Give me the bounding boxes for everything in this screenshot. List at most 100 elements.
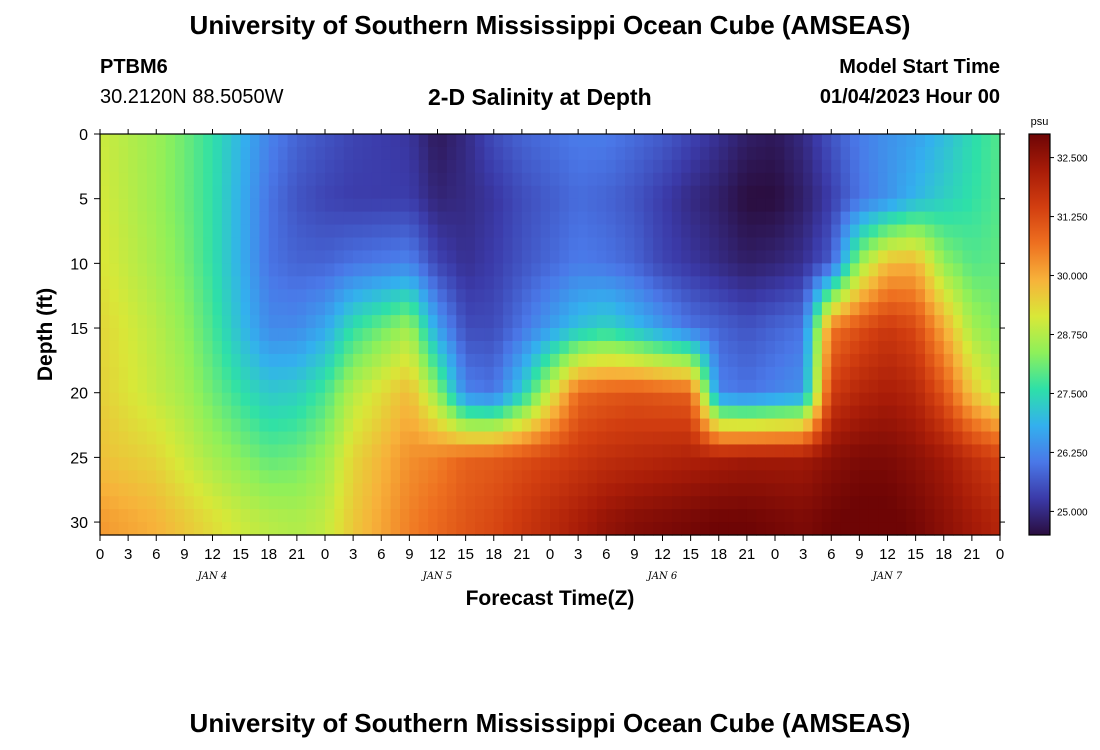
heatmap-cell bbox=[756, 457, 767, 471]
heatmap-cell bbox=[353, 444, 364, 458]
heatmap-cell bbox=[137, 198, 148, 213]
heatmap-cell bbox=[465, 198, 476, 213]
heatmap-cell bbox=[118, 392, 129, 407]
heatmap-cell bbox=[343, 340, 354, 355]
heatmap-cell bbox=[296, 340, 307, 355]
heatmap-cell bbox=[475, 237, 485, 252]
heatmap-cell bbox=[840, 509, 851, 523]
day-label: JAN 7 bbox=[871, 571, 903, 582]
heatmap-cell bbox=[840, 263, 851, 277]
heatmap-cell bbox=[400, 405, 410, 420]
heatmap-cell bbox=[493, 405, 504, 420]
heatmap-cell bbox=[409, 392, 420, 407]
heatmap-cell bbox=[325, 509, 335, 523]
heatmap-cell bbox=[625, 340, 635, 355]
heatmap-cell bbox=[962, 509, 973, 523]
heatmap-cell bbox=[756, 302, 767, 316]
heatmap-cell bbox=[915, 483, 926, 497]
heatmap-cell bbox=[437, 224, 448, 239]
heatmap-cell bbox=[728, 328, 739, 342]
heatmap-cell bbox=[250, 172, 260, 187]
heatmap-cell bbox=[100, 302, 110, 316]
heatmap-cell bbox=[475, 405, 485, 420]
heatmap-cell bbox=[203, 444, 214, 458]
heatmap-cell bbox=[625, 159, 635, 174]
heatmap-cell bbox=[475, 224, 485, 239]
heatmap-cell bbox=[953, 418, 964, 433]
heatmap-cell bbox=[221, 146, 232, 161]
heatmap-cell bbox=[521, 134, 532, 148]
heatmap-cell bbox=[831, 185, 842, 200]
heatmap-cell bbox=[325, 237, 335, 252]
heatmap-cell bbox=[287, 444, 298, 458]
heatmap-cell bbox=[400, 483, 410, 497]
heatmap-cell bbox=[390, 522, 401, 536]
heatmap-cell bbox=[381, 431, 392, 446]
heatmap-cell bbox=[343, 328, 354, 342]
heatmap-cell bbox=[137, 457, 148, 471]
heatmap-cell bbox=[456, 185, 467, 200]
heatmap-cell bbox=[353, 483, 364, 497]
heatmap-cell bbox=[700, 328, 710, 342]
heatmap-cell bbox=[596, 185, 607, 200]
heatmap-cell bbox=[287, 457, 298, 471]
heatmap-cell bbox=[868, 134, 879, 148]
heatmap-cell bbox=[615, 146, 626, 161]
heatmap-cell bbox=[221, 224, 232, 239]
heatmap-cell bbox=[362, 134, 373, 148]
x-tick-label: 9 bbox=[180, 546, 188, 563]
heatmap-cell bbox=[671, 444, 682, 458]
heatmap-cell bbox=[165, 134, 176, 148]
heatmap-cell bbox=[259, 302, 270, 316]
heatmap-cell bbox=[540, 496, 551, 510]
heatmap-cell bbox=[409, 250, 420, 264]
heatmap-cell bbox=[690, 159, 701, 174]
heatmap-cell bbox=[596, 431, 607, 446]
heatmap-cell bbox=[821, 444, 832, 458]
heatmap-cell bbox=[512, 353, 523, 368]
heatmap-cell bbox=[540, 224, 551, 239]
heatmap-cell bbox=[981, 315, 992, 329]
heatmap-cell bbox=[643, 418, 654, 433]
heatmap-cell bbox=[165, 328, 176, 342]
heatmap-cell bbox=[231, 366, 242, 381]
heatmap-cell bbox=[737, 353, 748, 368]
heatmap-cell bbox=[690, 276, 701, 290]
heatmap-cell bbox=[437, 405, 448, 420]
heatmap-cell bbox=[371, 496, 382, 510]
heatmap-cell bbox=[803, 250, 814, 264]
heatmap-cell bbox=[550, 340, 560, 355]
heatmap-cell bbox=[437, 418, 448, 433]
heatmap-cell bbox=[578, 289, 589, 303]
heatmap-cell bbox=[156, 457, 167, 471]
heatmap-cell bbox=[278, 522, 289, 536]
heatmap-cell bbox=[221, 172, 232, 187]
heatmap-cell bbox=[203, 263, 214, 277]
heatmap-cell bbox=[868, 237, 879, 252]
heatmap-cell bbox=[662, 159, 673, 174]
heatmap-cell bbox=[381, 289, 392, 303]
heatmap-cell bbox=[943, 159, 954, 174]
heatmap-cell bbox=[953, 211, 964, 226]
heatmap-cell bbox=[700, 224, 710, 239]
heatmap-cell bbox=[925, 224, 935, 239]
heatmap-cell bbox=[981, 457, 992, 471]
heatmap-cell bbox=[175, 522, 185, 536]
heatmap-cell bbox=[484, 172, 495, 187]
heatmap-cell bbox=[390, 159, 401, 174]
heatmap-cell bbox=[100, 405, 110, 420]
heatmap-cell bbox=[775, 198, 785, 213]
heatmap-cell bbox=[381, 198, 392, 213]
colorbar bbox=[1028, 133, 1051, 536]
heatmap-cell bbox=[746, 470, 757, 484]
heatmap-cell bbox=[906, 496, 917, 510]
heatmap-cell bbox=[840, 146, 851, 161]
heatmap-cell bbox=[765, 431, 776, 446]
heatmap-cell bbox=[250, 431, 260, 446]
heatmap-cell bbox=[503, 366, 514, 381]
heatmap-cell bbox=[259, 134, 270, 148]
heatmap-cell bbox=[137, 146, 148, 161]
heatmap-cell bbox=[821, 198, 832, 213]
heatmap-cell bbox=[878, 483, 889, 497]
heatmap-cell bbox=[315, 340, 326, 355]
